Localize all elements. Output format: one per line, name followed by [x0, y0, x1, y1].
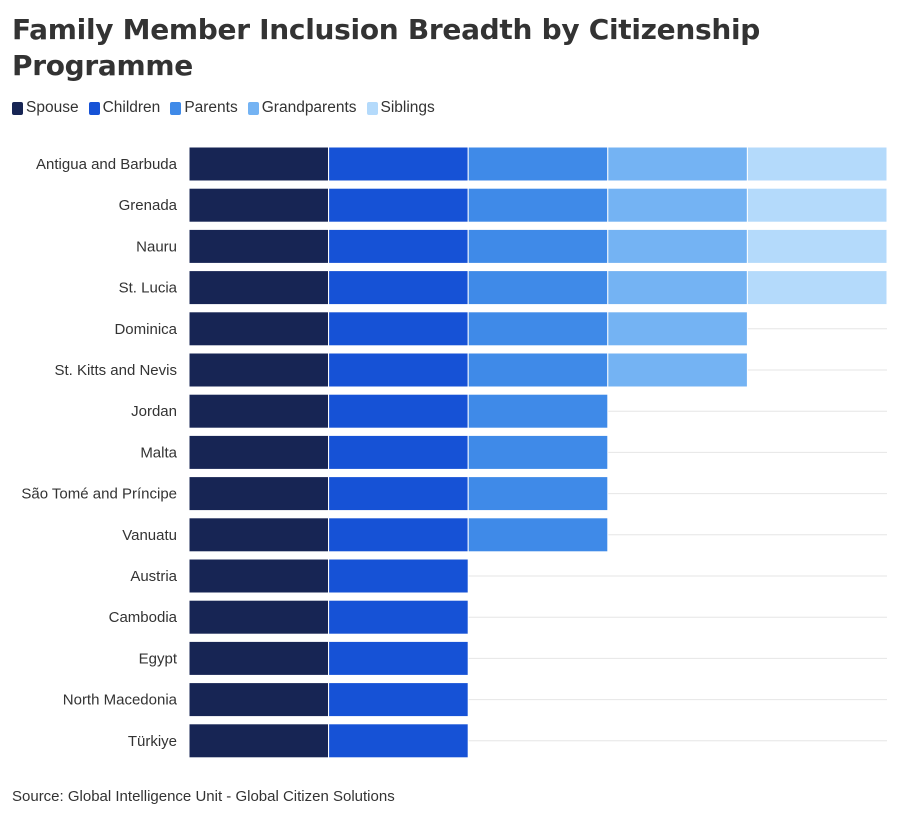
chart-title: Family Member Inclusion Breadth by Citiz…: [12, 13, 761, 82]
bar-grenada-siblings: [746, 187, 888, 223]
bar-antigua-and-barbuda-siblings: [746, 146, 888, 182]
legend-item-children: Children: [88, 99, 161, 117]
bar-austria-children: [328, 558, 469, 594]
category-label-vanuatu: Vanuatu: [122, 527, 177, 544]
category-label-antigua-and-barbuda: Antigua and Barbuda: [36, 156, 178, 173]
bar-nauru-children: [328, 228, 469, 264]
bar-grenada-grandparents: [607, 187, 748, 223]
bar-st-kitts-and-nevis-parents: [467, 352, 609, 388]
category-label-nauru: Nauru: [136, 238, 177, 255]
bar-antigua-and-barbuda-spouse: [188, 146, 330, 182]
bar-sao-tome-and-principe-spouse: [188, 476, 330, 512]
legend-swatch-grandparents: [247, 101, 259, 115]
bar-malta-spouse: [188, 434, 330, 470]
bar-dominica-grandparents: [607, 311, 748, 347]
legend-label-siblings: Siblings: [380, 99, 435, 116]
bar-egypt-children: [328, 640, 469, 676]
category-label-austria: Austria: [130, 568, 177, 585]
bar-turkiye-spouse: [188, 723, 330, 759]
bar-st-kitts-and-nevis-spouse: [188, 352, 330, 388]
legend: Spouse Children Parents Grandparents Sib…: [12, 99, 435, 117]
category-label-sao-tome-and-principe: São Tomé and Príncipe: [21, 486, 177, 503]
stacked-bar-chart: Antigua and Barbuda Grenada Nauru St. Lucia…: [21, 146, 888, 759]
bar-cambodia-spouse: [188, 599, 330, 635]
bar-north-macedonia-spouse: [188, 682, 330, 718]
legend-item-grandparents: Grandparents: [247, 99, 357, 117]
bar-grenada-children: [328, 187, 469, 223]
legend-swatch-parents: [170, 101, 182, 115]
bar-nauru-siblings: [746, 228, 888, 264]
legend-swatch-spouse: [12, 101, 23, 115]
bar-antigua-and-barbuda-parents: [467, 146, 609, 182]
legend-label-spouse: Spouse: [26, 99, 79, 116]
bar-sao-tome-and-principe-children: [328, 476, 469, 512]
category-label-grenada: Grenada: [119, 197, 178, 214]
bar-cambodia-children: [328, 599, 469, 635]
bar-st-kitts-and-nevis-grandparents: [607, 352, 748, 388]
bar-jordan-children: [328, 393, 469, 429]
bar-st-lucia-grandparents: [607, 270, 748, 306]
category-label-turkiye: Türkiye: [128, 733, 177, 750]
legend-label-children: Children: [102, 99, 161, 116]
legend-swatch-children: [88, 101, 100, 115]
source-note: Source: Global Intelligence Unit - Globa…: [12, 788, 395, 805]
legend-item-parents: Parents: [170, 99, 238, 117]
category-label-jordan: Jordan: [131, 403, 177, 420]
bar-st-kitts-and-nevis-children: [328, 352, 469, 388]
bar-north-macedonia-children: [328, 682, 469, 718]
bar-austria-spouse: [188, 558, 330, 594]
bar-turkiye-children: [328, 723, 469, 759]
bar-antigua-and-barbuda-children: [328, 146, 469, 182]
bar-jordan-parents: [467, 393, 609, 429]
category-label-st-lucia: St. Lucia: [119, 280, 178, 297]
bar-dominica-parents: [467, 311, 609, 347]
bar-egypt-spouse: [188, 640, 330, 676]
bar-vanuatu-children: [328, 517, 469, 553]
bar-antigua-and-barbuda-grandparents: [607, 146, 748, 182]
bar-sao-tome-and-principe-parents: [467, 476, 609, 512]
category-label-egypt: Egypt: [139, 650, 178, 667]
bar-jordan-spouse: [188, 393, 330, 429]
bar-dominica-spouse: [188, 311, 330, 347]
category-label-st-kitts-and-nevis: St. Kitts and Nevis: [54, 362, 177, 379]
bar-dominica-children: [328, 311, 469, 347]
bar-nauru-parents: [467, 228, 609, 264]
category-label-dominica: Dominica: [114, 321, 177, 338]
legend-swatch-siblings: [366, 101, 378, 115]
legend-label-grandparents: Grandparents: [261, 99, 357, 116]
legend-item-spouse: Spouse: [12, 99, 79, 117]
legend-label-parents: Parents: [184, 99, 238, 116]
category-label-north-macedonia: North Macedonia: [63, 692, 178, 709]
legend-item-siblings: Siblings: [366, 99, 435, 117]
bar-malta-children: [328, 434, 469, 470]
bar-malta-parents: [467, 434, 609, 470]
bar-vanuatu-spouse: [188, 517, 330, 553]
bar-nauru-grandparents: [607, 228, 748, 264]
bar-st-lucia-spouse: [188, 270, 330, 306]
bar-nauru-spouse: [188, 228, 330, 264]
bar-grenada-spouse: [188, 187, 330, 223]
bar-vanuatu-parents: [467, 517, 609, 553]
bar-st-lucia-siblings: [746, 270, 888, 306]
bar-grenada-parents: [467, 187, 609, 223]
category-label-malta: Malta: [140, 444, 177, 461]
category-label-cambodia: Cambodia: [109, 609, 178, 626]
bar-st-lucia-parents: [467, 270, 609, 306]
bar-st-lucia-children: [328, 270, 469, 306]
